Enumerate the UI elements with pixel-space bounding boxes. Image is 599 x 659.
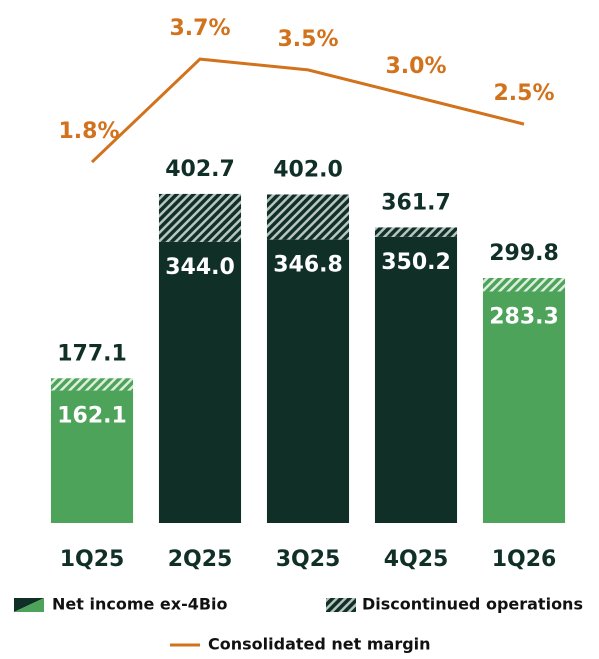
bar-total-label: 299.8 xyxy=(489,241,559,266)
margin-line xyxy=(90,57,525,164)
bar-segment xyxy=(50,390,134,523)
bar-value-label: 350.2 xyxy=(381,250,451,275)
bar-value-label: 344.0 xyxy=(165,255,235,280)
x-tick-label: 2Q25 xyxy=(168,547,233,572)
line-value-label: 2.5% xyxy=(493,81,554,106)
bar-total-label: 402.7 xyxy=(165,157,235,182)
line-value-label: 3.0% xyxy=(385,54,446,79)
x-tick-label: 1Q26 xyxy=(492,547,557,572)
bar-segment xyxy=(266,239,350,524)
x-tick-label: 4Q25 xyxy=(384,547,449,572)
legend-label: Consolidated net margin xyxy=(208,635,431,654)
line-value-label: 1.8% xyxy=(58,119,119,144)
bar-segment xyxy=(482,278,566,292)
bar-segment xyxy=(266,194,350,240)
bar-segment xyxy=(374,236,458,524)
bar-value-label: 346.8 xyxy=(273,253,343,278)
x-tick-label: 1Q25 xyxy=(60,547,125,572)
bar-total-label: 177.1 xyxy=(57,341,127,366)
bar-total-label: 361.7 xyxy=(381,190,451,215)
legend-swatch xyxy=(14,598,44,612)
bar-segment xyxy=(158,193,242,242)
bar-value-label: 283.3 xyxy=(489,304,559,329)
legend-label: Discontinued operations xyxy=(362,595,583,614)
legend: Net income ex-4Bio Discontinued operatio… xyxy=(14,595,583,654)
bar-value-label: 162.1 xyxy=(57,404,127,429)
bar-segment xyxy=(50,378,134,391)
bar-segment xyxy=(158,241,242,523)
x-tick-label: 3Q25 xyxy=(276,547,341,572)
bar-segment xyxy=(374,227,458,237)
line-value-label: 3.7% xyxy=(169,16,230,41)
legend-swatch xyxy=(326,598,356,612)
legend-label: Net income ex-4Bio xyxy=(52,595,228,614)
bar-total-label: 402.0 xyxy=(273,157,343,182)
bar-segment xyxy=(482,291,566,523)
line-value-label: 3.5% xyxy=(277,27,338,52)
